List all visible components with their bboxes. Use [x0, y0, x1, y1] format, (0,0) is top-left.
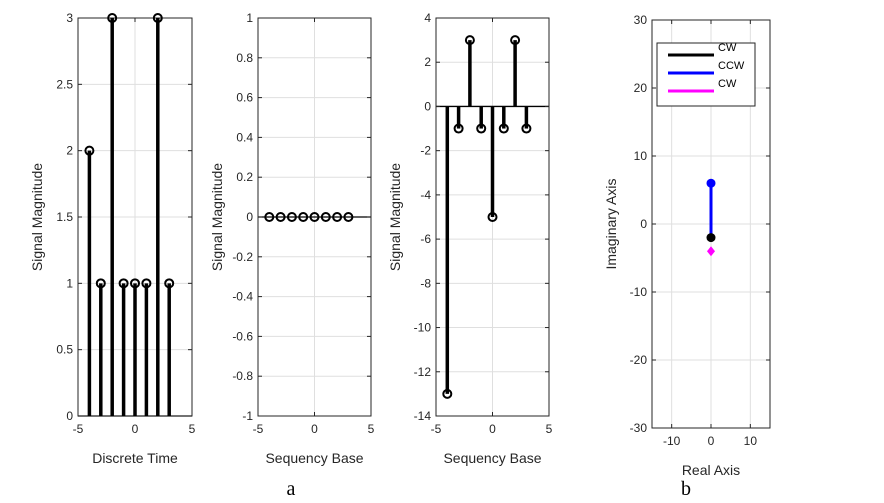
stem-marker: [309, 212, 320, 222]
y-tick-label: 3: [66, 11, 73, 25]
cw-point: [706, 233, 716, 243]
legend-entry: CW: [718, 42, 737, 54]
stem-marker: [343, 212, 354, 222]
x-tick-label: 0: [132, 422, 139, 436]
y-axis-label: Imaginary Axis: [603, 178, 619, 269]
y-axis-label: Signal Magnitude: [387, 163, 403, 271]
x-tick-label: 5: [546, 422, 553, 436]
stem-marker: [141, 278, 152, 289]
stem-marker: [107, 13, 118, 23]
stem-marker: [453, 123, 464, 134]
x-tick-label: 0: [489, 422, 496, 436]
legend-entry: CCW: [718, 60, 745, 72]
y-tick-label: 2.5: [56, 77, 73, 91]
stem-marker: [95, 278, 106, 289]
y-tick-label: 0: [66, 409, 73, 423]
stem-marker: [130, 278, 140, 289]
y-axis-label: Signal Magnitude: [29, 163, 45, 271]
caption-b: b: [681, 478, 691, 500]
x-axis-label: Discrete Time: [92, 450, 178, 466]
y-tick-label: 0: [246, 210, 253, 224]
stem-marker: [464, 35, 475, 46]
y-axis-label: Signal Magnitude: [209, 163, 225, 271]
stem-marker: [521, 123, 532, 134]
stem-marker: [510, 35, 521, 46]
ccw-point: [706, 178, 716, 188]
y-tick-label: 0: [424, 99, 431, 113]
stem-marker: [164, 278, 175, 289]
stem-marker: [84, 145, 95, 156]
panel-sequency-values: -5 0 5 -14 -12 -10 -8 -6 -4 -2 0 2 4 Sequency Base Sig…: [387, 11, 553, 466]
y-tick-label: 20: [634, 81, 648, 95]
stem-marker: [320, 212, 331, 222]
y-tick-label: -10: [414, 321, 432, 335]
x-tick-label: -5: [73, 422, 84, 436]
x-tick-label: 10: [744, 434, 758, 448]
stem-marker: [487, 212, 498, 222]
stem-marker: [286, 212, 297, 222]
x-tick-label: 0: [708, 434, 715, 448]
x-tick-label: -10: [663, 434, 681, 448]
y-tick-label: -6: [420, 232, 431, 246]
panel-complex-plane: -10 0 10 -30 -20 -10 0 10 20 30 Real Axis Imaginary…: [603, 13, 771, 478]
y-tick-label: -20: [630, 353, 648, 367]
x-axis-label: Real Axis: [682, 462, 740, 478]
y-tick-label: 0.5: [56, 343, 73, 357]
stem-marker: [264, 212, 275, 222]
stem-marker: [498, 123, 509, 134]
y-tick-label: 1.5: [56, 210, 73, 224]
y-tick-label: -30: [630, 421, 648, 435]
y-tick-label: 0.4: [236, 130, 253, 144]
y-tick-label: 2: [66, 144, 73, 158]
stem-marker: [152, 13, 163, 23]
y-tick-label: -4: [420, 188, 431, 202]
y-tick-label: 2: [424, 55, 431, 69]
y-tick-label: -8: [420, 276, 431, 290]
x-tick-label: 5: [189, 422, 196, 436]
x-axis-label: Sequency Base: [265, 450, 363, 466]
cw-diamond-point: [707, 246, 715, 257]
y-tick-label: -1: [242, 409, 253, 423]
stem-marker: [298, 212, 309, 222]
y-tick-label: -2: [420, 144, 431, 158]
y-tick-label: 0.6: [236, 91, 253, 105]
y-tick-label: 0.8: [236, 51, 253, 65]
x-tick-label: 0: [311, 422, 318, 436]
x-tick-label: 5: [368, 422, 375, 436]
y-tick-label: 4: [424, 11, 431, 25]
x-tick-label: -5: [431, 422, 442, 436]
y-tick-label: -0.4: [232, 290, 253, 304]
y-tick-label: -0.2: [232, 250, 253, 264]
stem-marker: [275, 212, 286, 222]
legend: CW CCW CW: [656, 42, 756, 107]
legend-entry: CW: [718, 78, 737, 90]
y-tick-label: 1: [66, 276, 73, 290]
panel-sequency-zero: -5 0 5 -1 -0.8 -0.6 -0.4 -0.2 0 0.2 0.4 0.6 0.8 1 Sequ…: [209, 11, 375, 466]
y-tick-label: 0: [640, 217, 647, 231]
stem-marker: [118, 278, 129, 289]
stem-marker: [476, 123, 487, 134]
y-tick-label: 10: [634, 149, 648, 163]
stem-marker: [442, 388, 453, 399]
x-axis-label: Sequency Base: [443, 450, 541, 466]
y-tick-label: 0.2: [236, 170, 253, 184]
stem-marker: [332, 212, 343, 222]
y-tick-label: -14: [414, 409, 432, 423]
y-tick-label: -12: [414, 365, 432, 379]
y-tick-label: -10: [630, 285, 648, 299]
y-tick-label: 30: [634, 13, 648, 27]
caption-a: a: [287, 478, 296, 500]
x-tick-label: -5: [253, 422, 264, 436]
y-tick-label: -0.6: [232, 329, 253, 343]
y-tick-label: 1: [246, 11, 253, 25]
y-tick-label: -0.8: [232, 369, 253, 383]
